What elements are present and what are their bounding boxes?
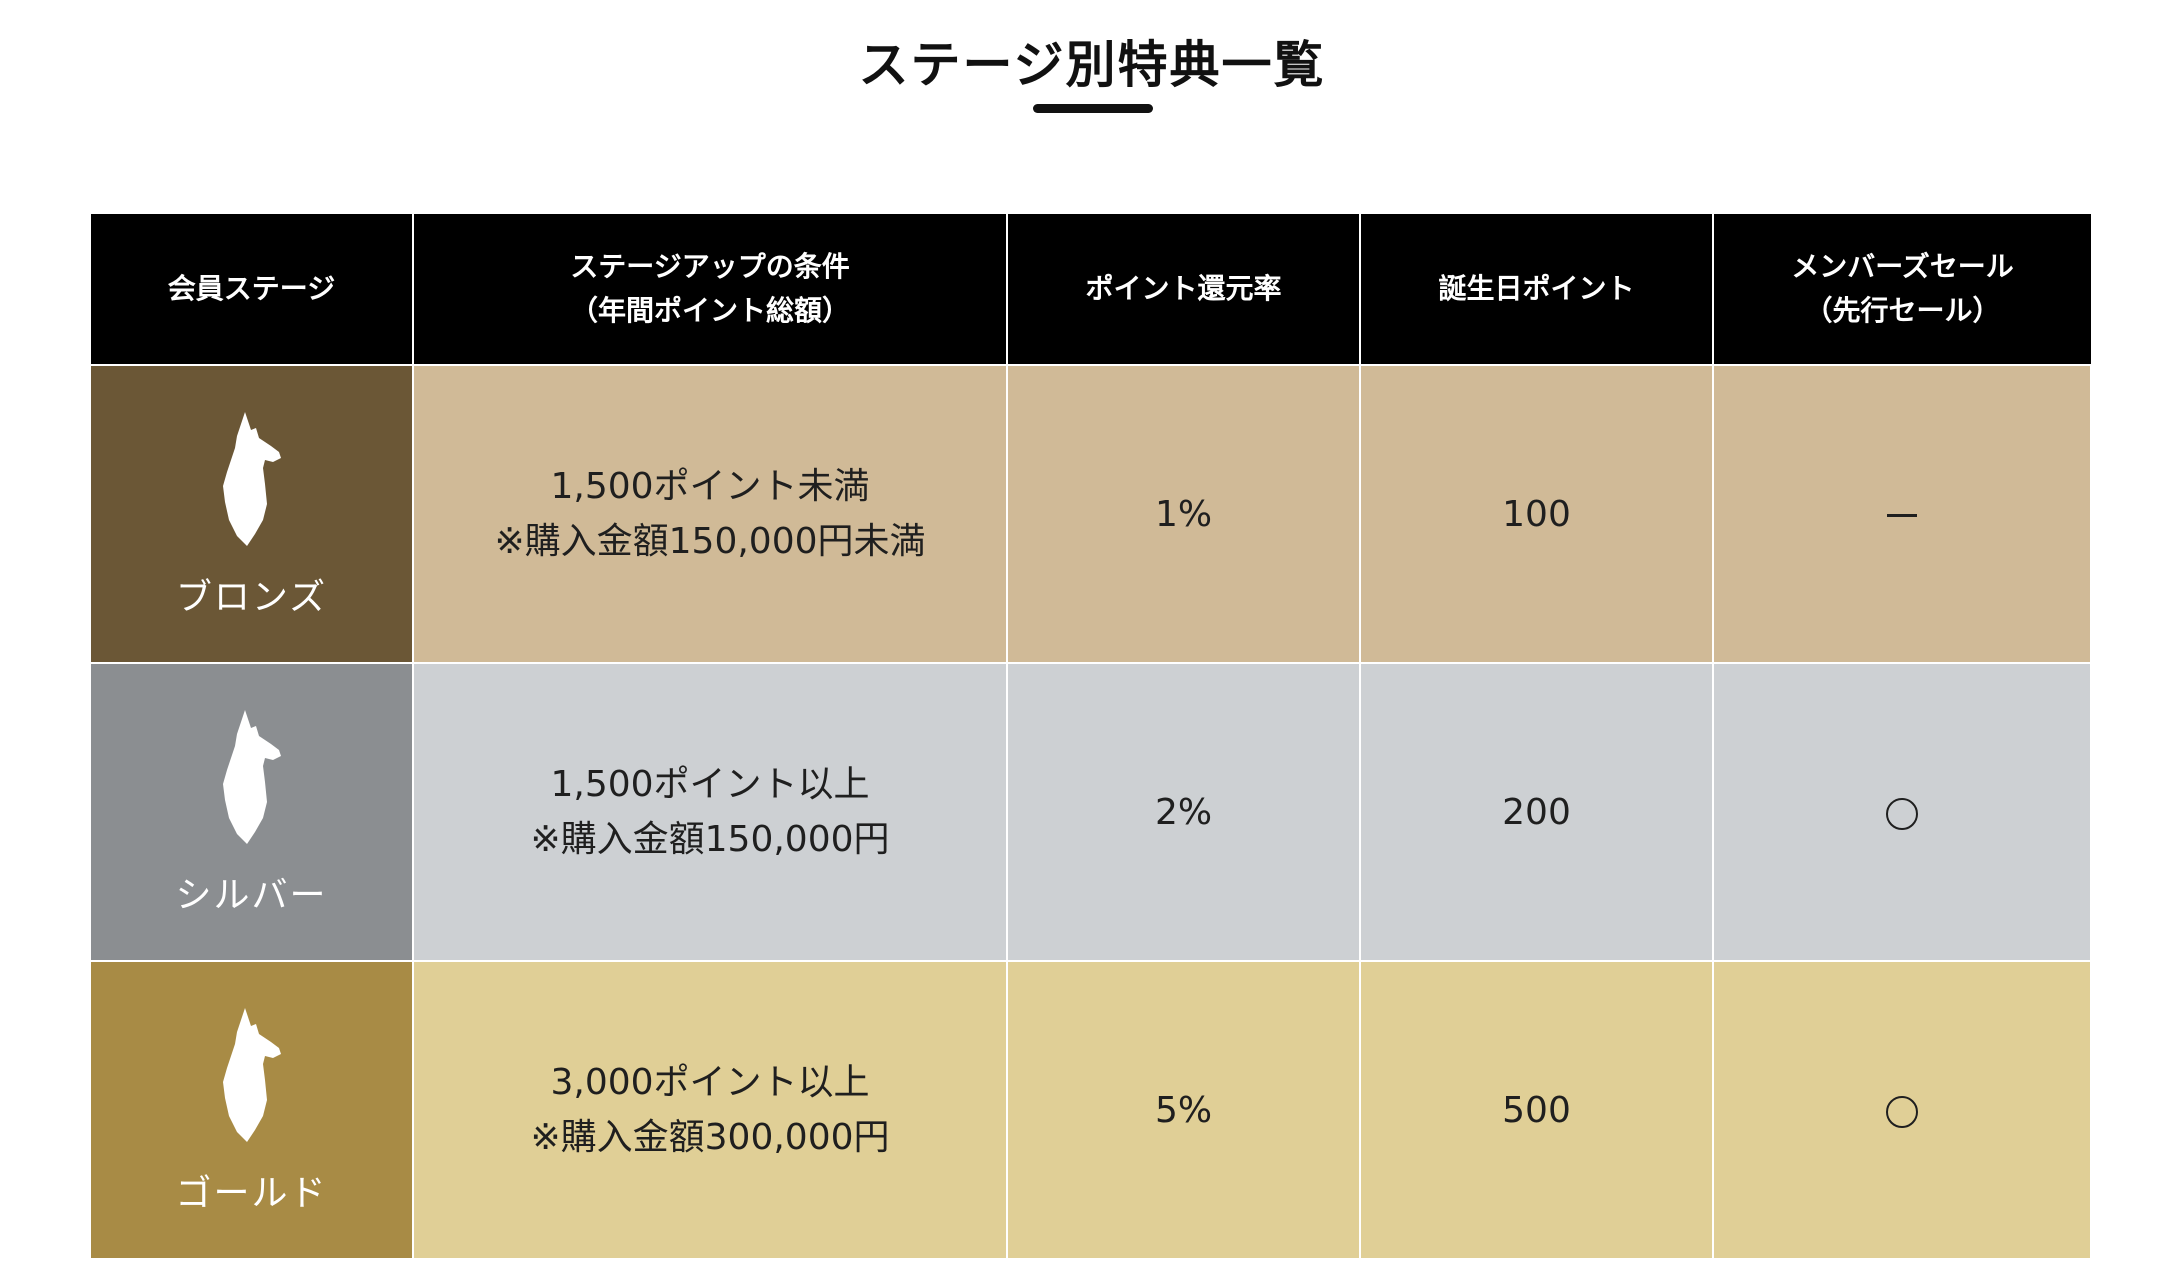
- birthday-value: 200: [1502, 791, 1571, 833]
- stage-cell: シルバー: [91, 662, 413, 961]
- header-birthday-label: 誕生日ポイント: [1438, 272, 1635, 305]
- condition-points: 1,500ポイント以上: [550, 764, 870, 805]
- rate-value: 1%: [1154, 493, 1213, 535]
- table-row-3: ゴールド 3,000ポイント以上 ※購入金額300,000円 5% 500: [91, 960, 2092, 1260]
- llama-icon: [222, 1008, 281, 1142]
- birthday-value: 100: [1502, 493, 1571, 535]
- condition-amount: ※購入金額300,000円: [530, 1117, 890, 1158]
- llama-icon: [222, 710, 281, 844]
- sale-cell: [1712, 960, 2092, 1260]
- condition-points: 1,500ポイント未満: [550, 466, 870, 507]
- header-rate-label: ポイント還元率: [1085, 272, 1282, 305]
- header-birthday: 誕生日ポイント: [1359, 214, 1713, 366]
- rate-value: 5%: [1154, 1089, 1213, 1131]
- sale-circle-mark: [1886, 797, 1918, 830]
- condition-cell: 3,000ポイント以上 ※購入金額300,000円: [412, 960, 1007, 1260]
- stage-name: シルバー: [175, 875, 328, 916]
- table-header-row: 会員ステージ ステージアップの条件 （年間ポイント総額） ポイント還元率 誕生日…: [91, 214, 2091, 366]
- stage-cell: ゴールド: [91, 960, 413, 1260]
- header-stage: 会員ステージ: [91, 214, 413, 366]
- condition-amount: ※購入金額150,000円: [530, 819, 890, 860]
- condition-amount: ※購入金額150,000円未満: [494, 521, 926, 562]
- sale-cell: [1712, 364, 2092, 663]
- birthday-value: 500: [1502, 1089, 1571, 1131]
- birthday-cell: 500: [1359, 960, 1713, 1260]
- table-row-1: ブロンズ 1,500ポイント未満 ※購入金額150,000円未満 1% 100: [91, 364, 2092, 663]
- condition-cell: 1,500ポイント以上 ※購入金額150,000円: [412, 662, 1007, 961]
- rate-cell: 5%: [1006, 960, 1360, 1260]
- header-sale-line2: （先行セール）: [1804, 294, 2001, 327]
- stage-name: ゴールド: [175, 1173, 328, 1214]
- rate-cell: 1%: [1006, 364, 1360, 663]
- header-sale-line1: メンバーズセール: [1791, 250, 2014, 283]
- header-condition-line1: ステージアップの条件: [570, 250, 850, 283]
- title-underline: [1033, 104, 1153, 113]
- header-condition-line2: （年間ポイント総額）: [569, 294, 850, 327]
- birthday-cell: 100: [1359, 364, 1713, 663]
- stage-name: ブロンズ: [175, 577, 328, 618]
- rate-cell: 2%: [1006, 662, 1360, 961]
- header-condition: ステージアップの条件 （年間ポイント総額）: [412, 214, 1007, 366]
- header-stage-label: 会員ステージ: [167, 272, 336, 305]
- condition-cell: 1,500ポイント未満 ※購入金額150,000円未満: [412, 364, 1007, 663]
- sale-circle-mark: [1886, 1095, 1918, 1128]
- sale-cell: [1712, 662, 2092, 961]
- rate-value: 2%: [1154, 791, 1213, 833]
- condition-points: 3,000ポイント以上: [550, 1062, 870, 1103]
- sale-dash-mark: [1887, 514, 1917, 517]
- header-sale: メンバーズセール （先行セール）: [1712, 214, 2091, 366]
- stage-cell: ブロンズ: [91, 364, 413, 663]
- llama-icon: [222, 412, 281, 546]
- table-row-2: シルバー 1,500ポイント以上 ※購入金額150,000円 2% 200: [91, 662, 2092, 961]
- page-title: ステージ別特典一覧: [858, 36, 1326, 94]
- header-rate: ポイント還元率: [1006, 214, 1360, 366]
- stage-benefits-table: 会員ステージ ステージアップの条件 （年間ポイント総額） ポイント還元率 誕生日…: [91, 214, 2092, 1260]
- birthday-cell: 200: [1359, 662, 1713, 961]
